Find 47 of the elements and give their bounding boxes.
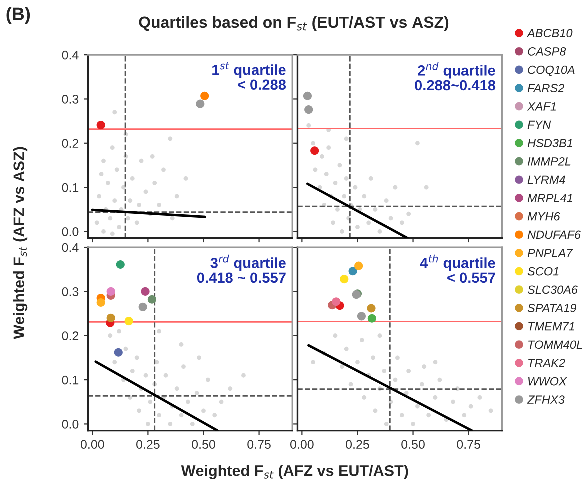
x-tick-label: 0.00 [80,440,104,450]
legend-label: SLC30A6 [528,286,578,294]
legend-label: ABCB10 [526,29,573,38]
x-tick-label: 0.25 [136,440,160,450]
chart-title: Quartiles based on F$_{st}$ (EUT/AST vs ASZ) [139,16,449,32]
legend-label: TRAK2 [528,359,566,368]
y-tick-label: 0.4 [62,50,79,60]
legend-label: MRPL41 [528,194,572,202]
x-tick-label: 0.00 [290,440,314,450]
y-tick-label: 0.2 [62,139,79,148]
y-tick-label: 0.2 [62,332,79,341]
legend-label: SCO1 [528,267,559,276]
legend-label: MYH6 [528,212,560,221]
x-tick-label: 0.75 [457,440,480,450]
y-tick-label: 0.3 [62,288,79,296]
text: 2$^{nd}$ quartile 0.288~0.418 [415,62,496,91]
legend-label: HSD3B1 [528,139,572,148]
legend-label: TOMM40L [528,340,582,350]
legend-label: LYRM4 [528,176,566,184]
y-tick-label: 0.1 [62,376,79,385]
legend-label: WWOX [528,377,568,386]
legend-label: NDUFAF6 [528,230,582,240]
x-axis-title: Weighted F$_{st}$ (AFZ vs EUT/AST) [181,465,408,480]
legend-label: COQ10A [528,66,575,76]
y-tick-label: 0.0 [62,228,79,236]
legend-label: TMEM71 [528,322,574,331]
legend-label: SPATA19 [528,304,576,312]
y-tick-label: 0.0 [62,420,79,429]
text: 4$^{th}$ quartile < 0.557 [420,254,496,284]
text: 1$^{st}$ quartile < 0.288 [212,62,286,90]
legend-label: ZFHX3 [527,396,565,404]
legend-label: CASP8 [528,48,566,56]
y-axis-title: Weighted F$_{st}$ (AFZ vs ASZ) [13,147,28,340]
text: (B) [6,7,30,24]
legend-label: PNPLA7 [528,249,574,258]
legend-label: FYN [528,120,552,130]
text: 3$^{rd}$ quartile 0.418 ~ 0.557 [197,254,286,284]
x-tick-label: 0.50 [402,440,425,450]
legend-label: FARS2 [528,84,565,93]
y-tick-label: 0.3 [62,95,79,104]
legend-label: XAF1 [527,102,556,111]
y-tick-label: 0.4 [62,243,79,252]
legend-label: IMMP2L [528,157,571,166]
y-tick-label: 0.1 [62,183,79,192]
x-tick-label: 0.50 [192,440,216,450]
x-tick-label: 0.75 [248,440,271,450]
x-tick-label: 0.25 [346,440,370,450]
